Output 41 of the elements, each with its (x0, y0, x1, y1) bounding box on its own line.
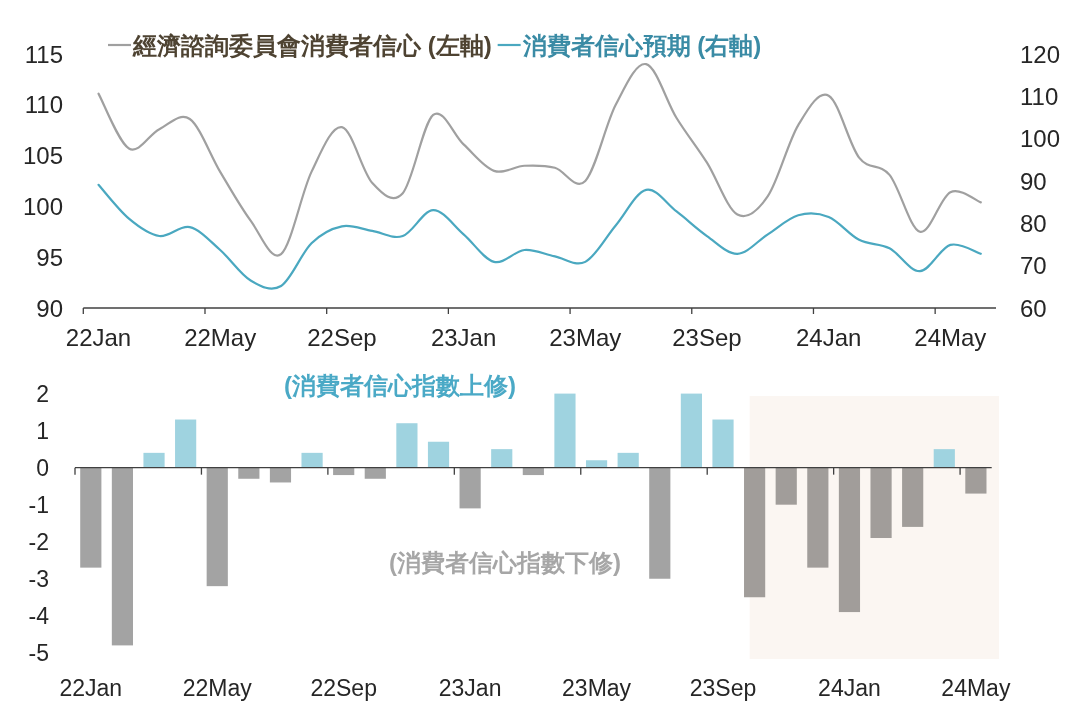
y2-tick-label: 100 (1020, 125, 1061, 153)
x-tick-label: 23May (549, 323, 622, 351)
x-tick-label: 22Jan (65, 323, 132, 351)
x-tick-label: 24May (914, 323, 987, 351)
y2-tick-label: 120 (1020, 40, 1061, 68)
y2-tick-label: 110 (1020, 82, 1059, 110)
x-tick-label: 22May (182, 675, 253, 701)
x-tick-label: 23Sep (689, 675, 757, 701)
y-tick-label: 100 (22, 192, 63, 220)
y-tick-label: 90 (36, 294, 63, 322)
y-tick-label: 115 (24, 40, 63, 68)
y-tick-label: 105 (22, 142, 63, 170)
x-tick-label: 22Sep (310, 675, 377, 701)
x-tick-label: 22May (184, 323, 257, 351)
x-tick-label: 23Jan (430, 323, 497, 351)
y-tick-label: -5 (28, 639, 49, 666)
y-tick-label: 110 (24, 91, 63, 119)
legend-label: 消費者信心預期 (右軸) (521, 31, 762, 59)
x-tick-label: 23Jan (438, 675, 502, 701)
y-tick-label: 0 (36, 454, 49, 481)
y-tick-label: -1 (28, 491, 49, 518)
x-tick-label: 23Sep (672, 323, 742, 351)
y-tick-label: -4 (28, 602, 50, 629)
y2-tick-label: 70 (1020, 252, 1047, 280)
y2-tick-label: 80 (1020, 209, 1047, 237)
y-tick-label: -3 (28, 565, 49, 592)
x-tick-label: 22Jan (59, 675, 123, 701)
x-tick-label: 24Jan (795, 323, 862, 351)
x-tick-label: 23May (562, 675, 632, 701)
annotation: (消費者信心指數下修) (388, 548, 621, 576)
y-tick-label: -2 (28, 528, 49, 555)
y2-tick-label: 60 (1020, 294, 1047, 322)
x-tick-label: 24May (941, 675, 1011, 701)
y2-tick-label: 90 (1020, 167, 1047, 195)
y-tick-label: 1 (36, 417, 49, 444)
annotation: (消費者信心指數上修) (283, 371, 516, 399)
x-tick-label: 22Sep (307, 323, 377, 351)
x-tick-label: 24Jan (818, 675, 881, 701)
y-tick-label: 2 (36, 380, 49, 407)
y-tick-label: 95 (36, 243, 63, 271)
legend-label: 經濟諮詢委員會消費者信心 (左軸) (132, 31, 492, 59)
